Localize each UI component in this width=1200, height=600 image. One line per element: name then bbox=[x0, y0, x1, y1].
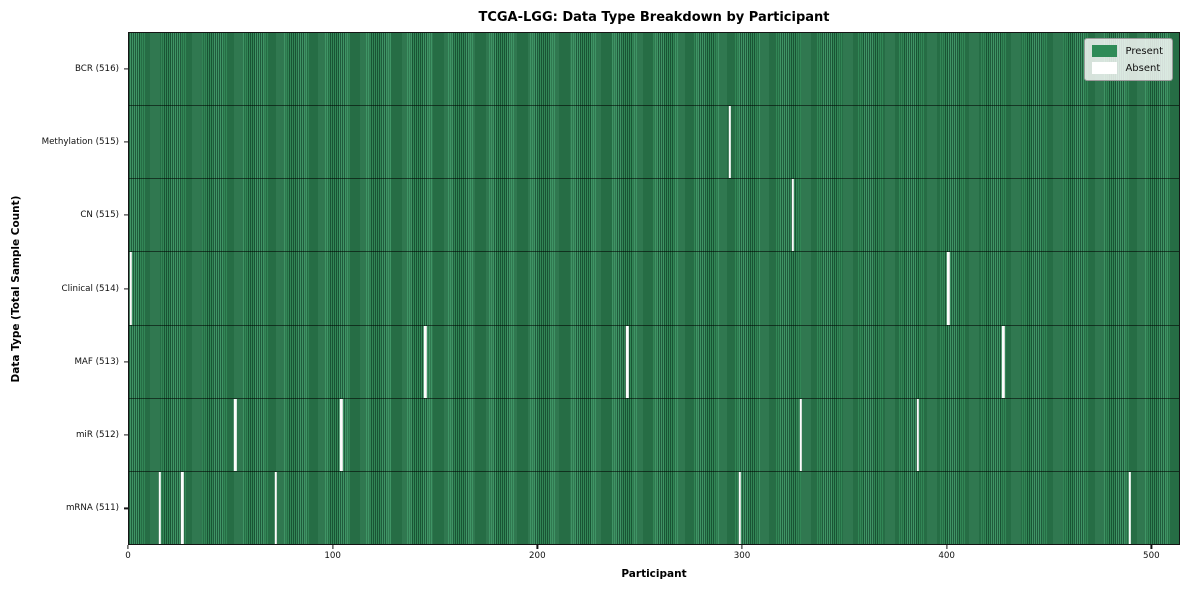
y-tick-mark bbox=[124, 68, 128, 70]
absent-gap bbox=[738, 471, 741, 544]
y-tick-label: Clinical (514) bbox=[61, 283, 119, 294]
absent-gap bbox=[1002, 325, 1005, 398]
x-tick-label: 400 bbox=[938, 551, 955, 561]
absent-gap bbox=[158, 471, 161, 544]
x-tick-mark bbox=[536, 545, 538, 549]
x-axis-title: Participant bbox=[621, 568, 687, 580]
y-tick-label: miR (512) bbox=[75, 430, 119, 441]
absent-gap bbox=[728, 106, 731, 179]
heatmap-row-mir bbox=[129, 398, 1179, 472]
y-axis: BCR (516) Methylation (515) CN (515) Clinic… bbox=[0, 32, 128, 545]
y-tick-label: mRNA (511) bbox=[65, 503, 119, 514]
y-tick-mark bbox=[124, 434, 128, 436]
y-tick-mark bbox=[124, 141, 128, 143]
x-tick-mark bbox=[1150, 545, 1152, 549]
heatmap-row-bcr bbox=[129, 33, 1179, 107]
x-tick-label: 500 bbox=[1143, 551, 1160, 561]
absent-gap bbox=[234, 398, 237, 471]
absent-gap bbox=[340, 398, 343, 471]
absent-gap bbox=[274, 471, 278, 544]
legend-swatch-present bbox=[1092, 45, 1118, 57]
absent-gap bbox=[791, 179, 795, 252]
absent-gap bbox=[1128, 471, 1132, 544]
x-tick-mark bbox=[127, 545, 129, 549]
heatmap-row-mrna bbox=[129, 471, 1179, 544]
chart-title: TCGA-LGG: Data Type Breakdown by Partici… bbox=[478, 10, 830, 25]
x-tick-label: 300 bbox=[733, 551, 751, 561]
heatmap-row-clinical bbox=[129, 252, 1179, 326]
legend-item-absent: Absent bbox=[1092, 62, 1163, 74]
x-axis: 0 100 200 300 400 500 bbox=[125, 545, 1180, 567]
y-tick-mark bbox=[124, 214, 128, 216]
legend-label: Absent bbox=[1125, 62, 1161, 74]
legend-item-present: Present bbox=[1092, 45, 1163, 57]
plot-area: Present Absent bbox=[128, 32, 1180, 545]
absent-gap bbox=[626, 325, 629, 398]
y-tick-label: MAF (513) bbox=[74, 356, 119, 367]
absent-gap bbox=[180, 471, 184, 544]
legend-label: Present bbox=[1125, 45, 1163, 57]
y-tick-label: CN (515) bbox=[80, 210, 119, 221]
absent-gap bbox=[916, 398, 919, 471]
x-tick-mark bbox=[332, 545, 334, 549]
heatmap-row-maf bbox=[129, 325, 1179, 399]
x-tick-label: 0 bbox=[125, 551, 131, 561]
y-tick-label: Methylation (515) bbox=[41, 136, 119, 147]
absent-gap bbox=[129, 252, 133, 325]
y-tick-mark bbox=[124, 507, 128, 509]
y-tick-mark bbox=[124, 361, 128, 363]
x-tick-label: 200 bbox=[529, 551, 546, 561]
x-tick-label: 100 bbox=[324, 551, 341, 561]
absent-gap bbox=[424, 325, 427, 398]
x-tick-mark bbox=[946, 545, 948, 549]
legend: Present Absent bbox=[1084, 38, 1173, 81]
x-tick-mark bbox=[741, 545, 743, 549]
absent-gap bbox=[799, 398, 803, 471]
heatmap-row-methylation bbox=[129, 106, 1179, 180]
y-tick-label: BCR (516) bbox=[74, 63, 119, 74]
heatmap-row-cn bbox=[129, 179, 1179, 253]
y-tick-mark bbox=[124, 287, 128, 290]
absent-gap bbox=[946, 252, 950, 325]
legend-swatch-absent bbox=[1092, 62, 1118, 74]
